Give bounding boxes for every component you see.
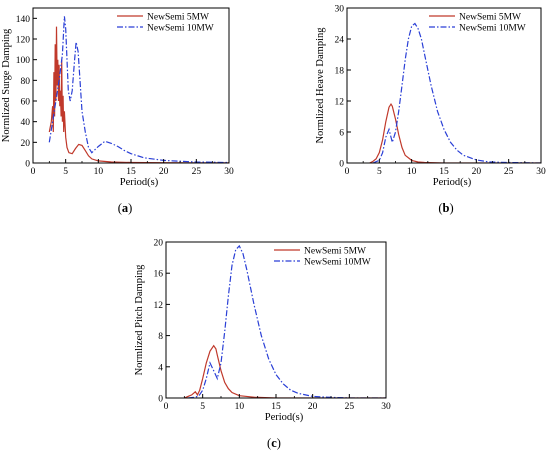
legend-label-5mw: NewSemi 5MW — [304, 247, 366, 257]
y-tick-label: 0 — [158, 395, 163, 405]
y-tick-label: 140 — [16, 15, 31, 25]
y-axis-label: Normlized Pitch Damping — [134, 264, 145, 376]
x-tick-label: 15 — [271, 402, 281, 412]
y-tick-label: 20 — [154, 239, 164, 249]
y-tick-label: 0 — [339, 160, 344, 170]
y-tick-label: 100 — [16, 56, 31, 66]
x-tick-label: 15 — [126, 167, 136, 177]
series-line-5mw — [48, 26, 229, 163]
x-tick-label: 5 — [63, 167, 68, 177]
y-tick-label: 40 — [21, 118, 31, 128]
y-tick-label: 30 — [335, 5, 345, 15]
x-tick-label: 20 — [472, 167, 482, 177]
y-tick-label: 12 — [335, 98, 345, 108]
x-tick-label: 20 — [308, 402, 318, 412]
y-tick-label: 16 — [154, 270, 164, 280]
y-axis-label: Normlized Heave Damping — [315, 27, 326, 144]
y-tick-label: 80 — [21, 77, 31, 87]
y-tick-label: 120 — [16, 36, 31, 46]
x-tick-label: 10 — [94, 167, 104, 177]
chart-panel-1: 0 5 10 15 20 25 30 0 20 40 60 80 100 120 140 Period(s) N… — [1, 7, 234, 215]
series-line-10mw — [48, 16, 229, 163]
x-tick-label: 10 — [235, 402, 245, 412]
x-tick-label: 15 — [439, 167, 449, 177]
panel-label: (a) — [118, 201, 133, 215]
y-tick-label: 12 — [154, 301, 164, 311]
y-axis-label: Normlized Surge Damping — [1, 28, 12, 142]
x-axis-label: Period(s) — [433, 177, 472, 188]
x-tick-label: 0 — [345, 167, 350, 177]
x-tick-label: 30 — [224, 167, 234, 177]
panel-label: (c) — [267, 436, 281, 450]
x-tick-label: 5 — [377, 167, 382, 177]
series-line-10mw — [372, 22, 541, 163]
x-axis-label: Period(s) — [120, 177, 159, 188]
legend-label-5mw: NewSemi 5MW — [459, 13, 521, 23]
legend-label-10mw: NewSemi 10MW — [304, 258, 371, 268]
x-axis-label: Period(s) — [265, 412, 304, 423]
x-tick-label: 10 — [407, 167, 417, 177]
y-tick-label: 0 — [25, 160, 30, 170]
y-tick-label: 6 — [339, 129, 344, 139]
panel-label: (b) — [438, 201, 453, 215]
legend-label-10mw: NewSemi 10MW — [147, 24, 214, 34]
x-tick-label: 30 — [381, 402, 391, 412]
x-tick-label: 25 — [192, 167, 202, 177]
y-tick-label: 20 — [21, 139, 31, 149]
x-tick-label: 25 — [345, 402, 355, 412]
x-tick-label: 25 — [504, 167, 514, 177]
y-tick-label: 60 — [21, 98, 31, 108]
x-tick-label: 0 — [31, 167, 36, 177]
y-tick-label: 24 — [335, 36, 345, 46]
x-tick-label: 20 — [159, 167, 169, 177]
y-tick-label: 8 — [158, 332, 163, 342]
series-line-10mw — [187, 244, 386, 398]
legend-label-5mw: NewSemi 5MW — [147, 13, 209, 23]
y-tick-label: 4 — [158, 363, 163, 373]
legend-label-10mw: NewSemi 10MW — [459, 24, 526, 34]
chart-panel-3: 0 5 10 15 20 25 30 0 4 8 12 16 20 Period(s) Normlized … — [134, 239, 391, 451]
x-tick-label: 0 — [164, 402, 169, 412]
y-tick-label: 18 — [335, 67, 345, 77]
x-tick-label: 30 — [536, 167, 546, 177]
series-line-5mw — [184, 344, 386, 398]
x-tick-label: 5 — [200, 402, 205, 412]
chart-panel-2: 0 5 10 15 20 25 30 0 6 12 18 24 30 Period(s) Normlized… — [315, 5, 546, 216]
